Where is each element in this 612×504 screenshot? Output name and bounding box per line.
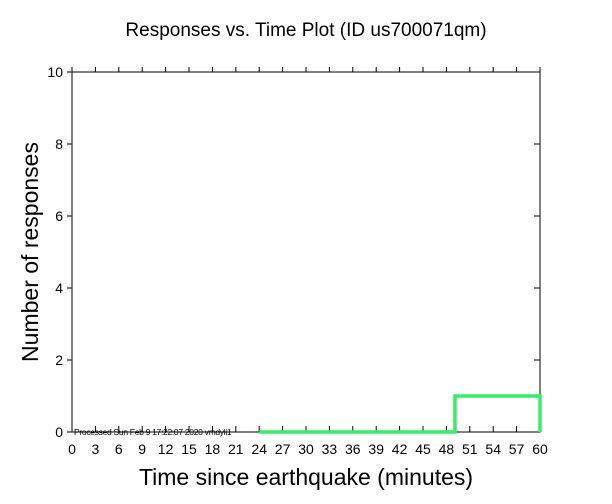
x-tick-label: 12 xyxy=(158,441,174,457)
processed-annotation: Processed Sun Feb 9 17:22:07 2020 vmdyli… xyxy=(74,427,232,437)
y-tick-label: 0 xyxy=(55,424,63,440)
x-tick-label: 48 xyxy=(439,441,455,457)
y-tick-label: 10 xyxy=(47,64,63,80)
x-axis-label: Time since earthquake (minutes) xyxy=(139,464,473,490)
x-tick-label: 15 xyxy=(181,441,197,457)
x-tick-label: 36 xyxy=(345,441,361,457)
x-tick-label: 30 xyxy=(298,441,314,457)
y-axis-label: Number of responses xyxy=(17,142,43,362)
x-tick-label: 18 xyxy=(205,441,221,457)
y-tick-label: 2 xyxy=(55,352,63,368)
x-tick-label: 57 xyxy=(509,441,525,457)
x-tick-label: 0 xyxy=(68,441,76,457)
x-tick-label: 24 xyxy=(251,441,267,457)
x-tick-label: 33 xyxy=(322,441,338,457)
chart-title: Responses vs. Time Plot (ID us700071qm) xyxy=(125,20,486,41)
x-tick-label: 54 xyxy=(485,441,501,457)
x-tick-label: 39 xyxy=(368,441,384,457)
x-tick-label: 51 xyxy=(462,441,478,457)
y-tick-label: 4 xyxy=(55,280,63,296)
x-tick-label: 45 xyxy=(415,441,431,457)
plot-frame xyxy=(71,71,541,433)
x-tick-label: 60 xyxy=(532,441,548,457)
x-tick-label: 3 xyxy=(92,441,100,457)
x-tick-label: 21 xyxy=(228,441,244,457)
series-line-responses xyxy=(259,394,542,434)
x-tick-label: 27 xyxy=(275,441,291,457)
x-tick-label: 6 xyxy=(115,441,123,457)
y-tick-label: 6 xyxy=(55,208,63,224)
x-tick-label: 9 xyxy=(138,441,146,457)
x-tick-label: 42 xyxy=(392,441,408,457)
y-tick-label: 8 xyxy=(55,136,63,152)
